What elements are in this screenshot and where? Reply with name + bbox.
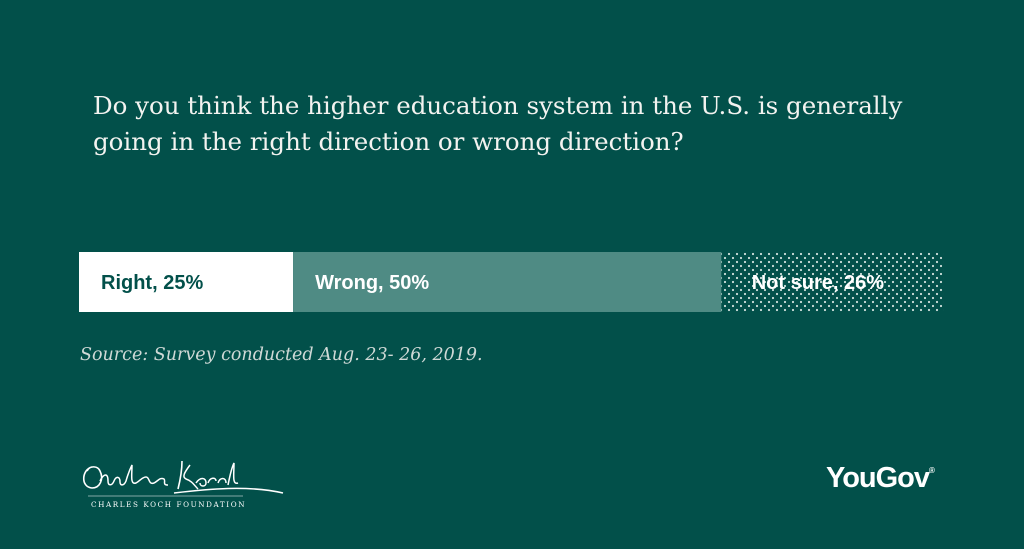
- chart-title: Do you think the higher education system…: [93, 91, 903, 156]
- bar-segment-right: [79, 252, 294, 312]
- signature-graphic: [82, 460, 284, 497]
- bar-segment-wrong: [293, 252, 722, 312]
- yougov-wordmark: YouGov: [826, 462, 930, 494]
- foundation-name: CHARLES KOCH FOUNDATION: [91, 500, 247, 509]
- bar-label-right: Right, 25%: [101, 272, 203, 294]
- charles-koch-foundation-logo: CHARLES KOCH FOUNDATION: [78, 455, 293, 515]
- yougov-logo: YouGov®: [826, 462, 935, 495]
- stacked-bar: Right, 25% Wrong, 50% Not sure, 26%: [79, 252, 944, 312]
- bar-label-wrong: Wrong, 50%: [315, 272, 429, 294]
- bar-segment-not-sure: [721, 252, 944, 312]
- source-note: Source: Survey conducted Aug. 23- 26, 20…: [80, 345, 483, 365]
- stacked-bar-svg: Right, 25% Wrong, 50% Not sure, 26%: [79, 252, 944, 312]
- bar-label-not-sure: Not sure, 26%: [752, 272, 884, 294]
- registered-mark: ®: [929, 466, 935, 475]
